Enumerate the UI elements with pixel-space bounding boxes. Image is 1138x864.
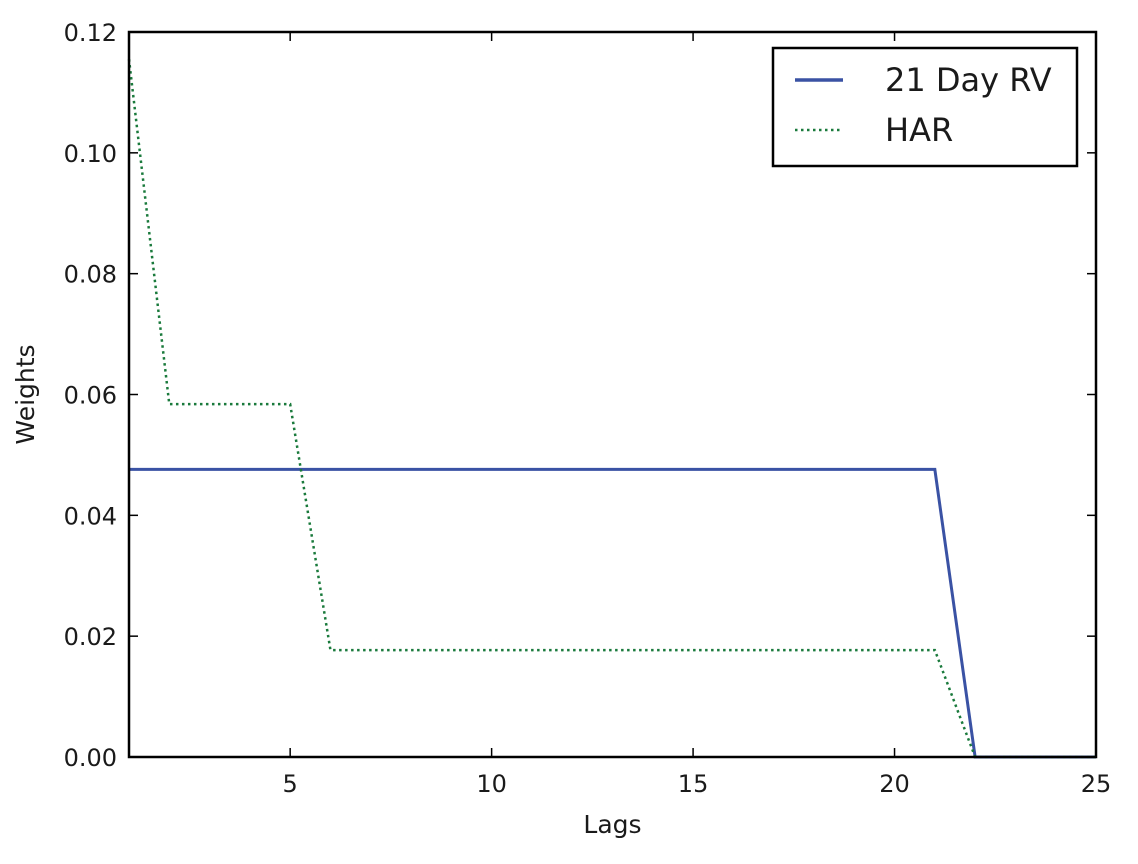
y-tick-label: 0.10 — [64, 140, 117, 168]
x-tick-label: 5 — [283, 770, 298, 798]
y-axis-label: Weights — [11, 344, 40, 444]
x-tick-label: 15 — [678, 770, 709, 798]
plot-frame — [127, 30, 1098, 759]
x-tick-label: 25 — [1081, 770, 1112, 798]
y-tick-label: 0.04 — [64, 502, 117, 530]
y-tick-label: 0.00 — [64, 744, 117, 772]
ticks-layer: 5 10 15 20 25 0.00 0.02 0.04 0.06 0.08 0.10 0.12 — [64, 19, 1112, 798]
y-tick-label: 0.02 — [64, 623, 117, 651]
series-line-21-day-rv — [129, 467, 1096, 759]
y-tick-label: 0.08 — [64, 261, 117, 289]
x-axis-label: Lags — [583, 810, 641, 839]
legend: 21 Day RV HAR — [771, 46, 1079, 168]
legend-box — [771, 46, 1079, 168]
legend-label-har: HAR — [885, 111, 953, 149]
x-tick-label: 20 — [879, 770, 910, 798]
legend-label-21-day-rv: 21 Day RV — [885, 61, 1052, 99]
x-tick-label: 10 — [476, 770, 507, 798]
y-tick-label: 0.12 — [64, 19, 117, 47]
y-tick-label: 0.06 — [64, 382, 117, 410]
